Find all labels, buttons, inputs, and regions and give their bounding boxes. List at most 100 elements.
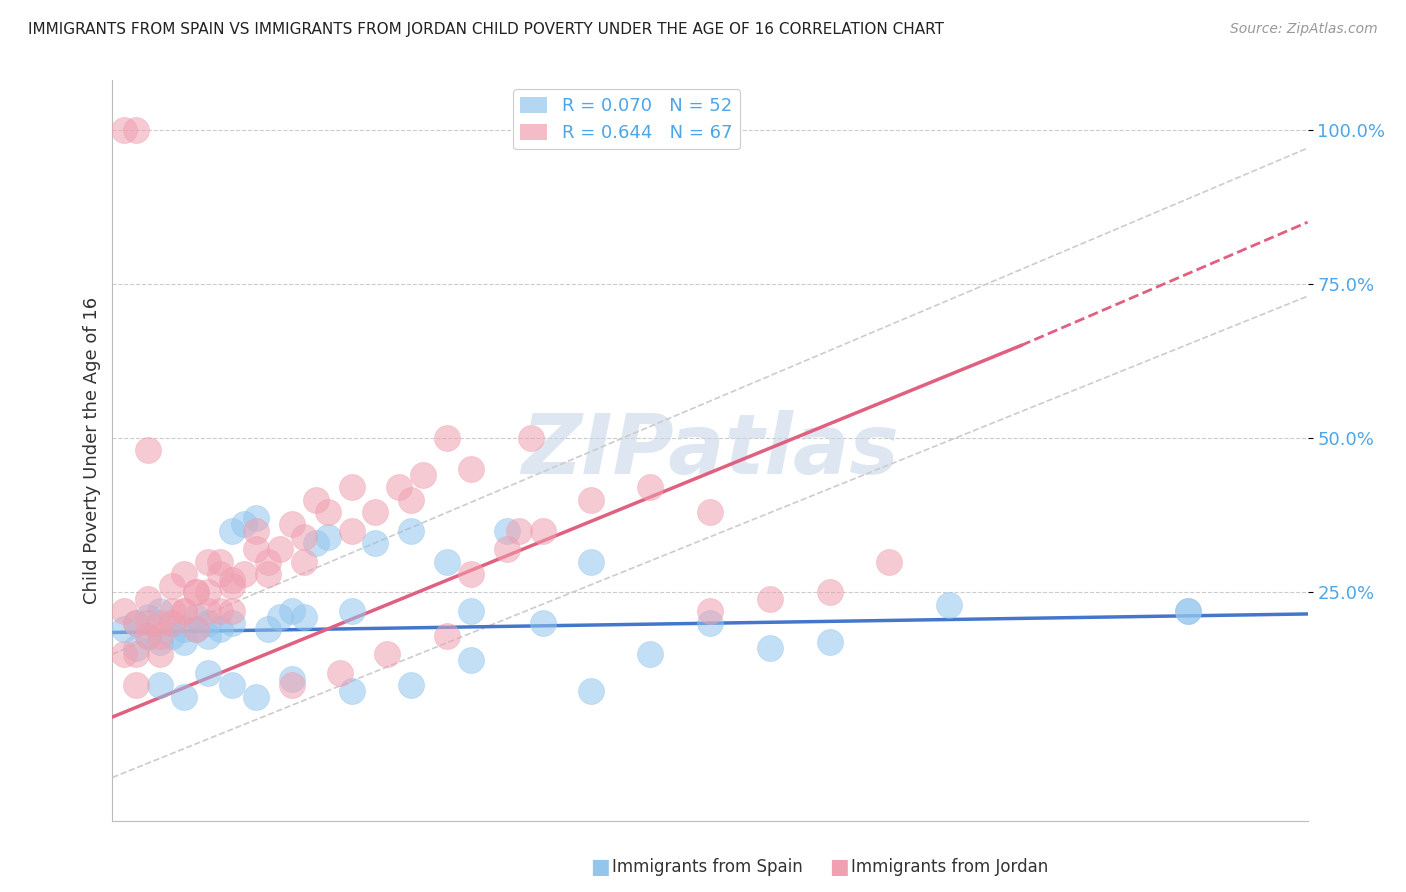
Text: ZIPatlas: ZIPatlas (522, 410, 898, 491)
Point (125, 616, 148, 631)
Point (221, 524, 243, 538)
Point (496, 524, 519, 538)
Point (257, 566, 280, 581)
Point (281, 604, 304, 618)
Point (173, 690, 195, 705)
Point (149, 647, 172, 661)
Point (221, 579, 243, 593)
Point (173, 566, 195, 581)
Point (173, 604, 195, 618)
Point (401, 524, 423, 538)
Point (340, 684, 363, 698)
Point (579, 684, 602, 698)
Point (436, 629, 458, 643)
Point (197, 585, 219, 599)
Point (292, 530, 315, 544)
Point (197, 629, 219, 643)
Point (340, 604, 363, 618)
Point (186, 585, 208, 599)
Point (233, 517, 256, 532)
Point (269, 542, 291, 557)
Point (818, 585, 841, 599)
Point (138, 610, 160, 624)
Point (149, 604, 172, 618)
Point (114, 647, 135, 661)
Point (186, 585, 208, 599)
Point (364, 536, 387, 550)
Text: ■: ■ (591, 857, 610, 877)
Point (759, 591, 782, 606)
Point (531, 524, 554, 538)
Point (138, 629, 160, 643)
Point (114, 623, 135, 637)
Text: ■: ■ (830, 857, 849, 877)
Point (579, 555, 602, 569)
Point (305, 492, 328, 507)
Point (640, 647, 662, 661)
Point (245, 690, 267, 705)
Point (388, 481, 411, 495)
Point (531, 616, 554, 631)
Point (1177, 604, 1199, 618)
Point (173, 623, 195, 637)
Point (125, 647, 148, 661)
Point (197, 665, 219, 680)
Point (162, 629, 183, 643)
Text: IMMIGRANTS FROM SPAIN VS IMMIGRANTS FROM JORDAN CHILD POVERTY UNDER THE AGE OF 1: IMMIGRANTS FROM SPAIN VS IMMIGRANTS FROM… (28, 22, 943, 37)
Point (186, 623, 208, 637)
Point (460, 653, 482, 667)
Point (197, 555, 219, 569)
Point (125, 122, 148, 136)
Point (138, 629, 160, 643)
Point (340, 481, 363, 495)
Point (460, 462, 482, 476)
Point (401, 492, 423, 507)
Point (269, 610, 291, 624)
Point (316, 505, 339, 519)
Point (125, 616, 148, 631)
Point (579, 492, 602, 507)
Point (292, 610, 315, 624)
Point (364, 505, 387, 519)
Point (221, 678, 243, 692)
Point (257, 623, 280, 637)
Point (245, 524, 267, 538)
Point (316, 530, 339, 544)
Point (173, 634, 195, 648)
Point (221, 616, 243, 631)
Point (114, 122, 135, 136)
Y-axis label: Child Poverty Under the Age of 16: Child Poverty Under the Age of 16 (83, 297, 101, 604)
Point (162, 616, 183, 631)
Point (186, 623, 208, 637)
Point (938, 598, 960, 612)
Point (401, 678, 423, 692)
Point (138, 591, 160, 606)
Point (412, 468, 434, 483)
Point (640, 481, 662, 495)
Point (138, 443, 160, 458)
Point (245, 542, 267, 557)
Point (125, 640, 148, 655)
Point (305, 536, 328, 550)
Point (138, 616, 160, 631)
Point (149, 678, 172, 692)
Point (186, 610, 208, 624)
Point (460, 604, 482, 618)
Point (149, 634, 172, 648)
Point (221, 604, 243, 618)
Point (436, 555, 458, 569)
Text: Immigrants from Spain: Immigrants from Spain (612, 858, 803, 876)
Point (125, 678, 148, 692)
Point (245, 511, 267, 525)
Point (436, 431, 458, 445)
Point (209, 604, 232, 618)
Point (281, 672, 304, 686)
Point (209, 555, 232, 569)
Text: Source: ZipAtlas.com: Source: ZipAtlas.com (1230, 22, 1378, 37)
Point (818, 634, 841, 648)
Point (173, 604, 195, 618)
Point (879, 555, 901, 569)
Legend: R = 0.070   N = 52, R = 0.644   N = 67: R = 0.070 N = 52, R = 0.644 N = 67 (513, 89, 740, 149)
Point (281, 678, 304, 692)
Point (162, 616, 183, 631)
